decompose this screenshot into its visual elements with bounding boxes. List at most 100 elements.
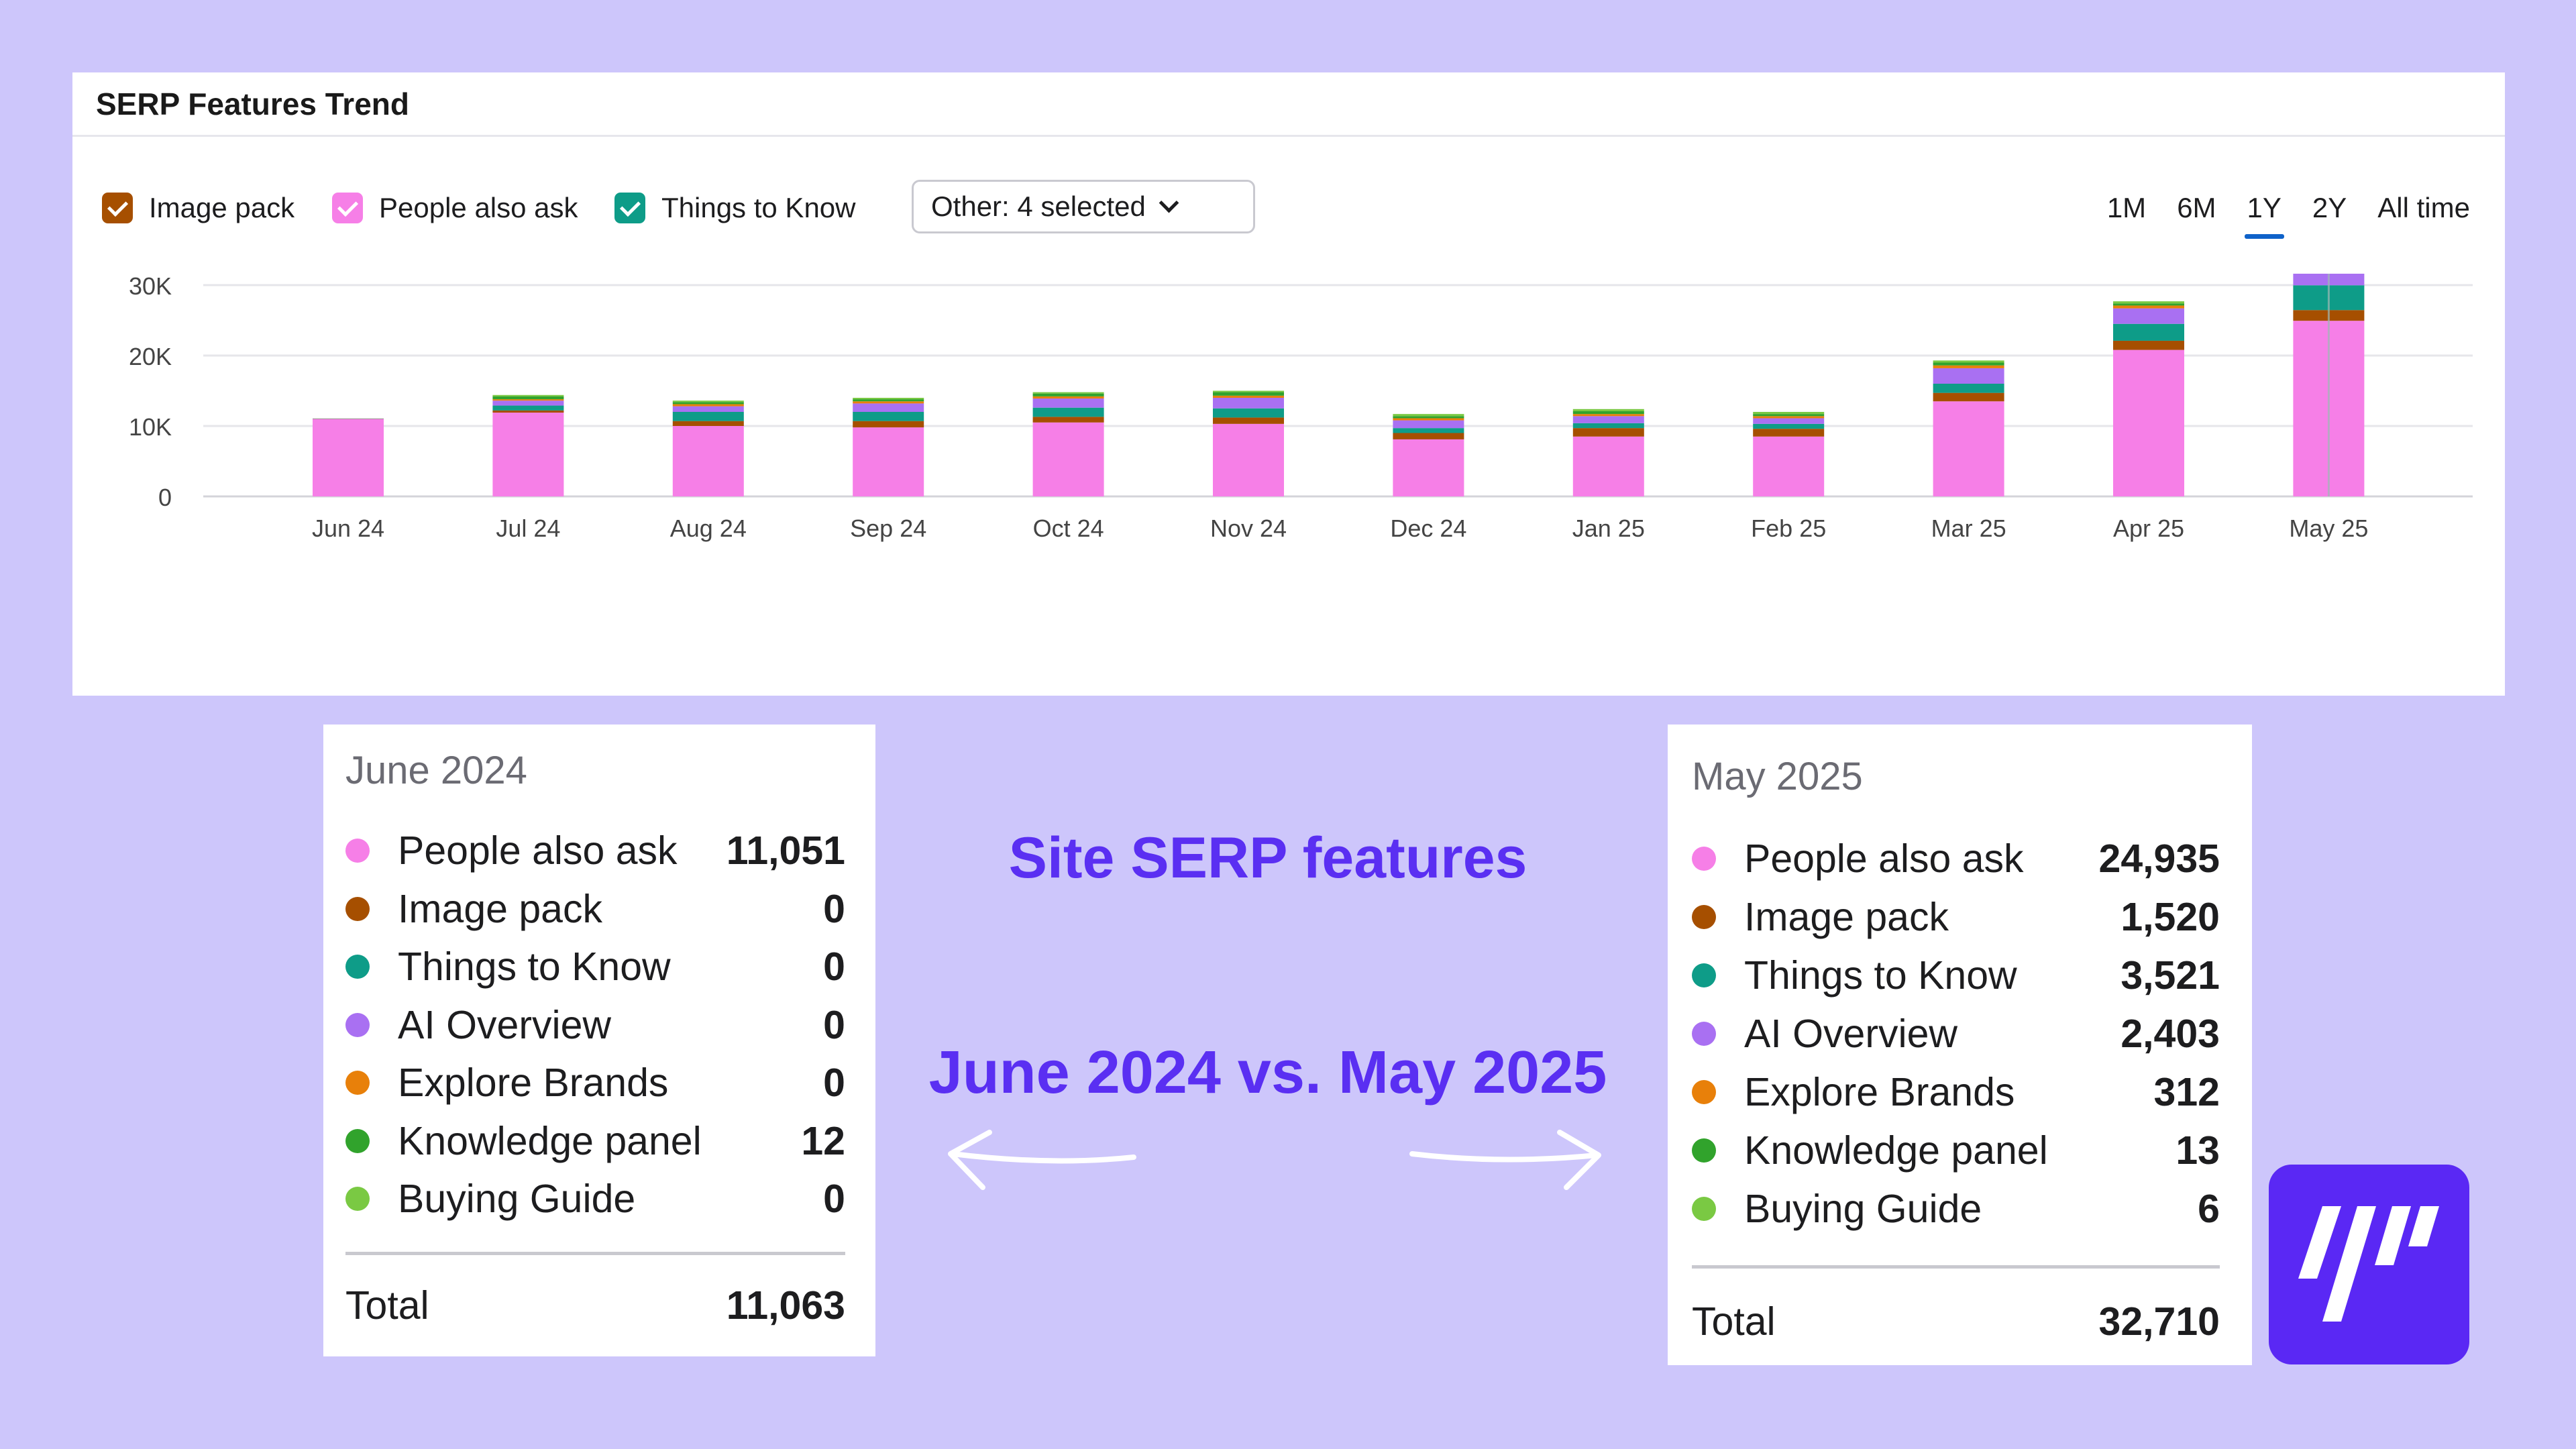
period-all-time[interactable]: All time <box>2377 192 2470 223</box>
bar-segment-buying-guide[interactable] <box>853 398 924 400</box>
legend-things-to-know[interactable]: Things to Know <box>614 180 856 236</box>
bar-segment-buying-guide[interactable] <box>1753 412 1825 415</box>
bar-segment-people-also-ask[interactable] <box>1213 423 1284 496</box>
legend-image-pack[interactable]: Image pack <box>102 180 294 236</box>
x-tick-label: Feb 25 <box>1751 515 1826 542</box>
bar-segment-people-also-ask[interactable] <box>492 413 564 496</box>
period-1y[interactable]: 1Y <box>2244 192 2285 239</box>
bar-segment-explore-brands[interactable] <box>1032 396 1104 399</box>
bar-segment-knowledge-panel[interactable] <box>1572 411 1644 415</box>
bar-segment-knowledge-panel[interactable] <box>2113 303 2184 306</box>
bar-segment-knowledge-panel[interactable] <box>492 396 564 400</box>
bar-segment-explore-brands[interactable] <box>853 401 924 404</box>
bar-segment-things-to-know[interactable] <box>1213 408 1284 418</box>
bar-segment-explore-brands[interactable] <box>1753 416 1825 419</box>
feature-label: Image pack <box>1744 895 1949 939</box>
bar-segment-ai-overview[interactable] <box>1032 398 1104 408</box>
bar-segment-ai-overview[interactable] <box>1933 368 2004 384</box>
bar-segment-people-also-ask[interactable] <box>2113 350 2184 496</box>
bar-segment-buying-guide[interactable] <box>1572 409 1644 411</box>
other-features-dropdown[interactable]: Other: 4 selected <box>912 180 1255 233</box>
bar-segment-ai-overview[interactable] <box>1213 398 1284 409</box>
y-tick-label: 30K <box>129 274 172 300</box>
bar-segment-explore-brands[interactable] <box>2113 305 2184 309</box>
bar-segment-explore-brands[interactable] <box>492 399 564 401</box>
checkbox-checked-icon[interactable] <box>102 193 133 223</box>
feature-label: Things to Know <box>398 945 671 989</box>
bar-segment-image-pack[interactable] <box>1393 433 1464 439</box>
bar-segment-image-pack[interactable] <box>1933 392 2004 402</box>
bar-segment-buying-guide[interactable] <box>1393 414 1464 417</box>
bar-segment-ai-overview[interactable] <box>853 403 924 412</box>
bar-segment-buying-guide[interactable] <box>672 400 744 402</box>
bar-segment-explore-brands[interactable] <box>1572 414 1644 417</box>
bar-segment-ai-overview[interactable] <box>1753 418 1825 424</box>
bar-segment-ai-overview[interactable] <box>2113 308 2184 324</box>
bar-segment-people-also-ask[interactable] <box>853 427 924 496</box>
bar-segment-things-to-know[interactable] <box>1933 384 2004 393</box>
bar-segment-things-to-know[interactable] <box>492 405 564 411</box>
feature-row: Buying Guide 0 <box>345 1172 845 1226</box>
bar-segment-knowledge-panel[interactable] <box>1933 362 2004 366</box>
bar-segment-things-to-know[interactable] <box>1393 428 1464 433</box>
bar-segment-things-to-know[interactable] <box>1032 407 1104 417</box>
period-6m[interactable]: 6M <box>2177 192 2216 223</box>
bar-segment-people-also-ask[interactable] <box>672 426 744 496</box>
bar-segment-people-also-ask[interactable] <box>1933 401 2004 496</box>
bar-segment-people-also-ask[interactable] <box>1572 436 1644 496</box>
checkbox-checked-icon[interactable] <box>332 193 363 223</box>
bar-segment-image-pack[interactable] <box>2113 340 2184 350</box>
bar-segment-people-also-ask[interactable] <box>1753 436 1825 496</box>
bar-segment-explore-brands[interactable] <box>1213 395 1284 398</box>
bar-segment-image-pack[interactable] <box>672 421 744 426</box>
card-month: June 2024 <box>345 749 527 792</box>
bar-segment-knowledge-panel[interactable] <box>1393 416 1464 419</box>
feature-label: Knowledge panel <box>1744 1128 2048 1173</box>
bar-segment-explore-brands[interactable] <box>672 404 744 407</box>
bar-segment-ai-overview[interactable] <box>492 400 564 406</box>
bar-segment-knowledge-panel[interactable] <box>672 402 744 405</box>
y-tick-label: 20K <box>129 343 172 370</box>
bar-segment-knowledge-panel[interactable] <box>1753 414 1825 417</box>
bar-segment-things-to-know[interactable] <box>672 412 744 421</box>
bar-segment-buying-guide[interactable] <box>1032 392 1104 394</box>
bar-segment-things-to-know[interactable] <box>1753 423 1825 429</box>
bar-segment-image-pack[interactable] <box>1753 429 1825 437</box>
bar-segment-knowledge-panel[interactable] <box>853 399 924 402</box>
checkbox-checked-icon[interactable] <box>614 193 645 223</box>
feature-row: People also ask 11,051 <box>345 824 845 877</box>
legend-people-also-ask[interactable]: People also ask <box>332 180 578 236</box>
bar-segment-people-also-ask[interactable] <box>1393 439 1464 496</box>
feature-value: 3,521 <box>2121 953 2220 998</box>
bar-segment-image-pack[interactable] <box>492 410 564 413</box>
bar-segment-image-pack[interactable] <box>1213 417 1284 424</box>
period-2y[interactable]: 2Y <box>2312 192 2347 223</box>
bar-segment-ai-overview[interactable] <box>1572 416 1644 423</box>
feature-label: Explore Brands <box>1744 1070 2015 1114</box>
bar-segment-buying-guide[interactable] <box>1213 390 1284 392</box>
bar-segment-buying-guide[interactable] <box>492 394 564 396</box>
bar-segment-people-also-ask[interactable] <box>1032 422 1104 496</box>
bar-segment-ai-overview[interactable] <box>672 406 744 412</box>
feature-row: AI Overview 2,403 <box>1692 1007 2220 1061</box>
bar-segment-things-to-know[interactable] <box>2113 323 2184 341</box>
bar-segment-people-also-ask[interactable] <box>313 418 384 496</box>
bar-segment-ai-overview[interactable] <box>1393 420 1464 429</box>
period-1m[interactable]: 1M <box>2106 192 2147 223</box>
bar-segment-knowledge-panel[interactable] <box>1213 392 1284 396</box>
bar-segment-things-to-know[interactable] <box>1572 423 1644 429</box>
bar-segment-image-pack[interactable] <box>853 421 924 428</box>
bar-segment-explore-brands[interactable] <box>1933 365 2004 368</box>
feature-label: Things to Know <box>1744 953 2017 998</box>
bar-segment-image-pack[interactable] <box>1032 417 1104 423</box>
bar-segment-buying-guide[interactable] <box>2113 301 2184 304</box>
bar-segment-buying-guide[interactable] <box>1933 360 2004 363</box>
bar-segment-image-pack[interactable] <box>1572 428 1644 437</box>
feature-row: Things to Know 3,521 <box>1692 949 2220 1002</box>
dropdown-label: Other: 4 selected <box>931 191 1146 222</box>
feature-value: 0 <box>823 1061 845 1105</box>
arrow-right-icon <box>1409 1130 1601 1190</box>
bar-segment-knowledge-panel[interactable] <box>1032 393 1104 396</box>
bar-segment-things-to-know[interactable] <box>853 412 924 421</box>
bar-segment-explore-brands[interactable] <box>1393 418 1464 421</box>
